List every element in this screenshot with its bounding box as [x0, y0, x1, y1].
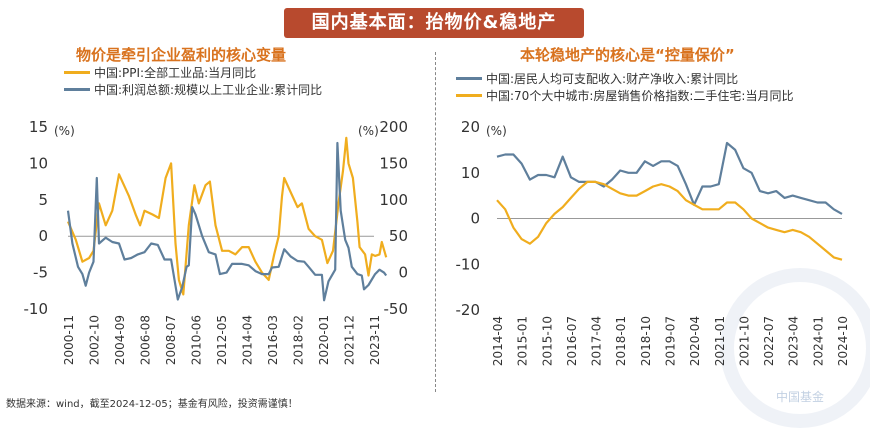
y-left-tick-label: -10	[456, 255, 481, 273]
legend-item-ppi: 中国:PPI:全部工业品:当月同比	[64, 64, 322, 81]
footer-source-note: 数据来源：wind，截至2024-12-05；基金有风险，投资需谨慎！	[6, 399, 298, 410]
legend-swatch-profit	[64, 88, 90, 91]
x-tick-label: 2002-10	[88, 315, 102, 365]
y-left-tick-label: 20	[461, 118, 480, 136]
legend-swatch-income	[456, 77, 482, 80]
y-left-tick-label: -20	[456, 301, 481, 319]
x-tick-label: 2020-01	[317, 315, 331, 365]
x-tick-label: 2022-07	[762, 316, 776, 366]
panel-divider	[435, 52, 436, 392]
watermark-text: 中国基金	[776, 390, 825, 404]
x-tick-label: 2018-10	[639, 316, 653, 366]
right-line-chart: -20 -10 0 10 20 (%) 2014-04 2015-01 2015-10 2016-…	[456, 118, 851, 366]
x-tick-label: 2024-10	[836, 316, 850, 366]
page-title: 国内基本面：抬物价&稳地产	[284, 8, 584, 38]
legend-swatch-ppi	[64, 71, 90, 74]
x-tick-label: 2015-01	[516, 316, 530, 366]
x-tick-label: 2021-12	[343, 315, 357, 365]
y-right-tick-label: 100	[379, 191, 408, 209]
legend-item-profit: 中国:利润总额:规模以上工业企业:累计同比	[64, 81, 322, 98]
series-line-2	[66, 141, 388, 302]
x-tick-label: 2019-07	[664, 316, 678, 366]
y-left-tick-label: 10	[461, 164, 480, 182]
y-right-tick-label: 150	[379, 154, 408, 172]
x-tick-label: 2012-05	[215, 315, 229, 365]
y-left-tick-label: 15	[29, 118, 48, 136]
series-line-2	[496, 180, 843, 261]
x-tick-label: 2021-10	[737, 316, 751, 366]
right-chart-legend: 中国:居民人均可支配收入:财产净收入:累计同比 中国:70个大中城市:房屋销售价…	[456, 70, 793, 104]
x-tick-label: 2017-04	[590, 316, 604, 366]
x-tick-label: 2014-04	[491, 316, 505, 366]
y-right-tick-label: 50	[389, 227, 408, 245]
x-tick-label: 2018-01	[614, 316, 628, 366]
y-left-unit-label: (%)	[486, 124, 507, 138]
x-tick-label: 2008-07	[164, 315, 178, 365]
x-tick-label: 2004-09	[113, 315, 127, 365]
series-line-1	[496, 141, 843, 215]
y-right-unit-label: (%)	[358, 124, 379, 138]
legend-label-house-price: 中国:70个大中城市:房屋销售价格指数:二手住宅:当月同比	[486, 89, 794, 103]
x-tick-label: 2018-02	[292, 315, 306, 365]
legend-swatch-house-price	[456, 94, 482, 97]
x-tick-label: 2006-08	[139, 315, 153, 365]
x-tick-label: 2020-04	[688, 316, 702, 366]
x-tick-label: 2000-11	[62, 315, 76, 365]
y-left-tick-label: 10	[29, 154, 48, 172]
y-left-tick-label: 0	[38, 227, 48, 245]
x-tick-label: 2023-11	[368, 315, 382, 365]
left-chart-legend: 中国:PPI:全部工业品:当月同比 中国:利润总额:规模以上工业企业:累计同比	[64, 64, 322, 98]
left-chart-title: 物价是牵引企业盈利的核心变量	[76, 46, 287, 64]
y-left-unit-label: (%)	[54, 124, 75, 138]
y-right-tick-label: 0	[398, 264, 408, 282]
legend-label-ppi: 中国:PPI:全部工业品:当月同比	[94, 66, 257, 80]
x-tick-label: 2016-03	[266, 315, 280, 365]
y-left-tick-label: 5	[38, 191, 48, 209]
x-tick-label: 2016-07	[565, 316, 579, 366]
right-chart-title: 本轮稳地产的核心是“控量保价”	[520, 46, 735, 64]
legend-label-profit: 中国:利润总额:规模以上工业企业:累计同比	[94, 83, 323, 97]
x-tick-label: 2014-04	[241, 315, 255, 365]
legend-item-house-price: 中国:70个大中城市:房屋销售价格指数:二手住宅:当月同比	[456, 87, 793, 104]
x-tick-label: 2015-10	[540, 316, 554, 366]
series-line-1	[66, 136, 388, 296]
y-left-tick-label: -5	[33, 264, 48, 282]
legend-label-income: 中国:居民人均可支配收入:财产净收入:累计同比	[486, 72, 739, 86]
legend-item-income: 中国:居民人均可支配收入:财产净收入:累计同比	[456, 70, 793, 87]
x-tick-label: 2023-04	[787, 316, 801, 366]
x-tick-label: 2021-01	[713, 316, 727, 366]
y-left-tick-label: -10	[24, 300, 49, 318]
x-tick-label: 2010-06	[190, 315, 204, 365]
y-right-tick-label: 200	[379, 118, 408, 136]
y-right-tick-label: -50	[384, 300, 409, 318]
x-tick-label: 2024-01	[811, 316, 825, 366]
y-left-tick-label: 0	[470, 210, 480, 228]
